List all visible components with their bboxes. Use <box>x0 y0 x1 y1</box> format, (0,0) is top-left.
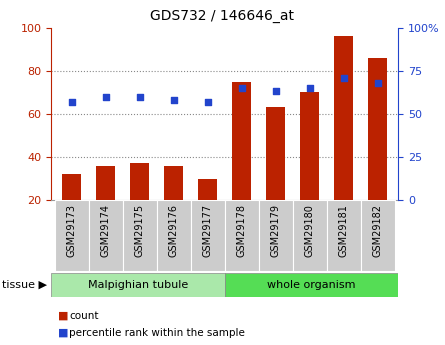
Bar <box>198 179 217 243</box>
Text: GSM29176: GSM29176 <box>169 204 179 257</box>
Point <box>136 94 143 99</box>
Bar <box>55 200 89 271</box>
Point <box>340 75 348 80</box>
Bar <box>89 200 123 271</box>
Bar <box>191 200 225 271</box>
Bar <box>62 174 81 243</box>
Bar <box>130 164 149 243</box>
Bar <box>361 200 395 271</box>
Bar <box>327 200 361 271</box>
Point <box>238 85 245 91</box>
Point <box>68 99 75 105</box>
Text: count: count <box>69 311 98 321</box>
Point <box>170 97 177 103</box>
Text: GSM29178: GSM29178 <box>237 204 247 257</box>
Bar <box>164 166 183 243</box>
Text: Malpighian tubule: Malpighian tubule <box>88 280 188 289</box>
Bar <box>368 58 387 243</box>
Text: GSM29182: GSM29182 <box>373 204 383 257</box>
Text: GSM29173: GSM29173 <box>67 204 77 257</box>
Point <box>306 85 313 91</box>
Text: percentile rank within the sample: percentile rank within the sample <box>69 328 245 338</box>
Bar <box>335 36 353 243</box>
Bar <box>225 273 398 297</box>
Text: whole organism: whole organism <box>267 280 356 289</box>
Bar <box>232 81 251 243</box>
Text: GSM29179: GSM29179 <box>271 204 281 257</box>
Bar <box>123 200 157 271</box>
Text: ■: ■ <box>58 328 69 338</box>
Bar <box>96 166 115 243</box>
Point <box>374 80 381 86</box>
Bar <box>293 200 327 271</box>
Text: GSM29175: GSM29175 <box>135 204 145 257</box>
Point <box>204 99 211 105</box>
Bar <box>259 200 293 271</box>
Text: GSM29174: GSM29174 <box>101 204 111 257</box>
Text: GSM29177: GSM29177 <box>203 204 213 257</box>
Text: GSM29181: GSM29181 <box>339 204 349 257</box>
Text: ■: ■ <box>58 311 69 321</box>
Bar <box>267 107 285 243</box>
Bar <box>300 92 319 243</box>
Point <box>272 89 279 94</box>
Bar <box>225 200 259 271</box>
Text: tissue ▶: tissue ▶ <box>2 280 47 289</box>
Text: GSM29180: GSM29180 <box>305 204 315 257</box>
Bar <box>51 273 225 297</box>
Text: GDS732 / 146646_at: GDS732 / 146646_at <box>150 9 295 23</box>
Bar <box>157 200 191 271</box>
Point <box>102 94 109 99</box>
